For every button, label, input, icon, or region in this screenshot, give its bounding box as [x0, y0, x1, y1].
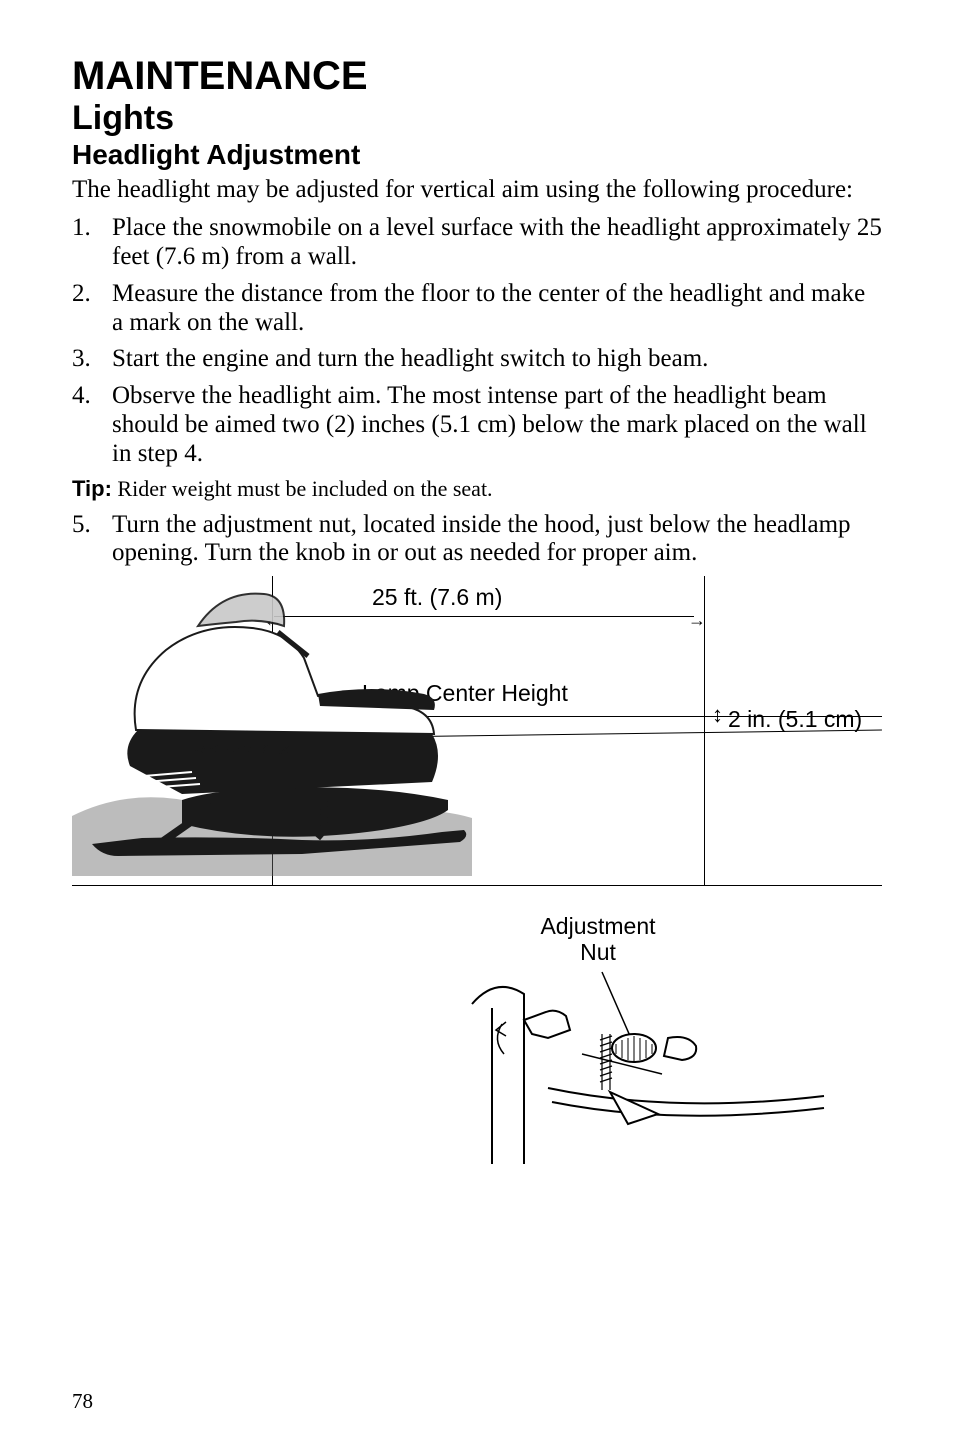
step-text: Measure the distance from the floor to t…	[112, 280, 882, 338]
step-number: 1.	[72, 214, 112, 272]
step-text: Start the engine and turn the headlight …	[112, 345, 708, 374]
step-number: 2.	[72, 280, 112, 338]
procedure-list: 1. Place the snowmobile on a level surfa…	[72, 214, 882, 468]
step-number: 5.	[72, 511, 112, 569]
tip-text: Rider weight must be included on the sea…	[112, 476, 493, 501]
tip-label: Tip:	[72, 476, 112, 501]
step-text: Turn the adjustment nut, located inside …	[112, 511, 882, 569]
page-number: 78	[72, 1389, 93, 1414]
headlight-aim-diagram: ← → 25 ft. (7.6 m) Lamp Center Height ↕ …	[72, 576, 882, 886]
snowmobile-illustration: WIDETRAK LX	[72, 586, 472, 876]
page-heading-lights: Lights	[72, 100, 882, 137]
procedure-step: 5. Turn the adjustment nut, located insi…	[72, 511, 882, 569]
tip-line: Tip: Rider weight must be included on th…	[72, 476, 882, 502]
procedure-step: 4. Observe the headlight aim. The most i…	[72, 382, 882, 468]
step-number: 4.	[72, 382, 112, 468]
step-text: Place the snowmobile on a level surface …	[112, 214, 882, 272]
snowmobile-svg: WIDETRAK LX	[72, 586, 472, 876]
sled-decal-text: WIDETRAK LX	[192, 741, 291, 757]
procedure-step: 2. Measure the distance from the floor t…	[72, 280, 882, 338]
adjustment-nut-svg	[452, 964, 832, 1184]
step-number: 3.	[72, 345, 112, 374]
procedure-step: 3. Start the engine and turn the headlig…	[72, 345, 882, 374]
two-inch-label: 2 in. (5.1 cm)	[728, 706, 862, 733]
arrow-right-icon: →	[688, 610, 706, 631]
intro-paragraph: The headlight may be adjusted for vertic…	[72, 176, 882, 205]
procedure-step: 1. Place the snowmobile on a level surfa…	[72, 214, 882, 272]
procedure-list-cont: 5. Turn the adjustment nut, located insi…	[72, 511, 882, 569]
page-heading-maintenance: MAINTENANCE	[72, 54, 882, 98]
updown-arrow-icon: ↕	[712, 704, 723, 726]
step-text: Observe the headlight aim. The most inte…	[112, 382, 882, 468]
page-heading-headlight-adjustment: Headlight Adjustment	[72, 139, 882, 171]
adjustment-nut-label: Adjustment Nut	[528, 914, 668, 965]
